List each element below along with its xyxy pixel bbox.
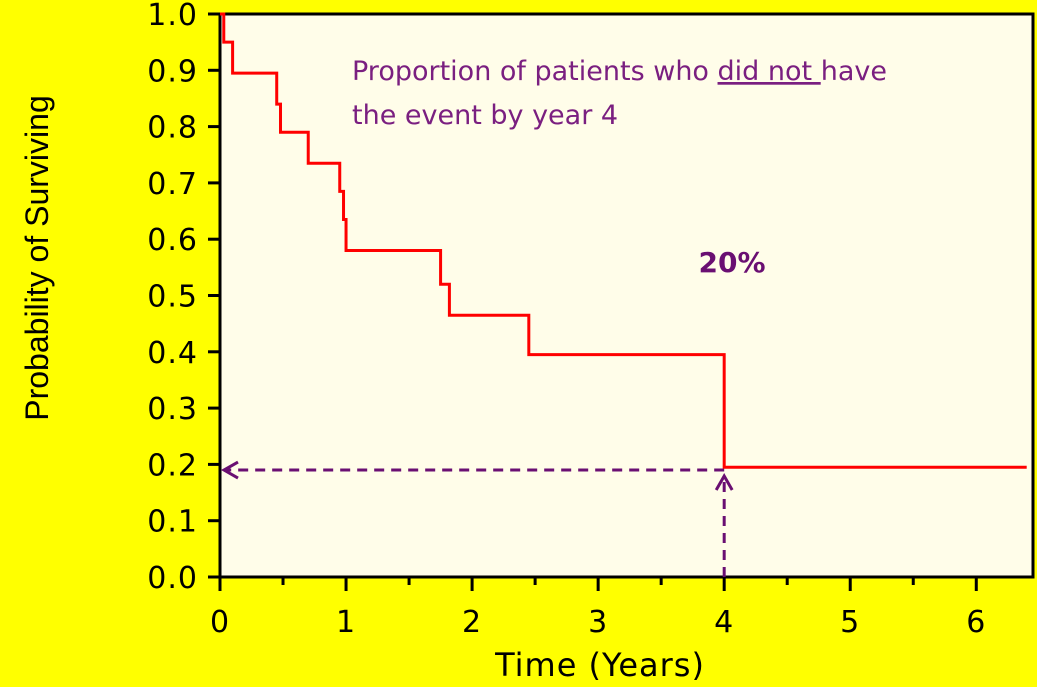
y-tick-label: 0.5	[147, 280, 198, 315]
y-tick-label: 1.0	[147, 0, 198, 33]
y-tick-label: 0.2	[147, 448, 198, 483]
annotation-text-b: have	[821, 56, 887, 87]
y-tick-label: 0.6	[147, 223, 198, 258]
x-axis-title: Time (Years)	[494, 646, 705, 684]
y-tick-label: 0.4	[147, 336, 198, 371]
arrowhead-left	[220, 460, 239, 480]
y-axis-title: Probability of Surviving	[19, 95, 55, 420]
y-axis: 0.0 0.1 0.2 0.3 0.4 0.5 0.6 0.7 0.8 0.9 1.0	[147, 0, 220, 596]
arrowhead-up	[714, 473, 734, 491]
y-tick-label: 0.8	[147, 111, 198, 146]
x-axis: 0 1 2 3 4 5 6	[210, 577, 986, 640]
annotation-text-underlined: did not	[718, 56, 821, 87]
y-tick-label: 0.0	[147, 561, 198, 596]
x-tick-label: 3	[588, 605, 608, 640]
y-tick-label: 0.3	[147, 392, 198, 427]
y-tick-label: 0.9	[147, 54, 198, 89]
x-tick-label: 2	[462, 605, 482, 640]
x-tick-label: 5	[840, 605, 860, 640]
annotation-line-2: the event by year 4	[352, 100, 618, 131]
percent-label: 20%	[698, 246, 765, 279]
x-tick-label: 0	[210, 605, 230, 640]
annotation-text-a: Proportion of patients who	[352, 56, 718, 87]
survival-curve	[220, 12, 1027, 469]
plot-area	[218, 12, 1035, 579]
annotation-line-1: Proportion of patients who did not have	[352, 56, 887, 87]
year4-marker	[220, 460, 734, 577]
x-tick-label: 6	[966, 605, 986, 640]
y-tick-label: 0.7	[147, 167, 198, 202]
x-tick-label: 1	[336, 605, 356, 640]
x-tick-label: 4	[714, 605, 734, 640]
y-tick-label: 0.1	[147, 505, 198, 540]
